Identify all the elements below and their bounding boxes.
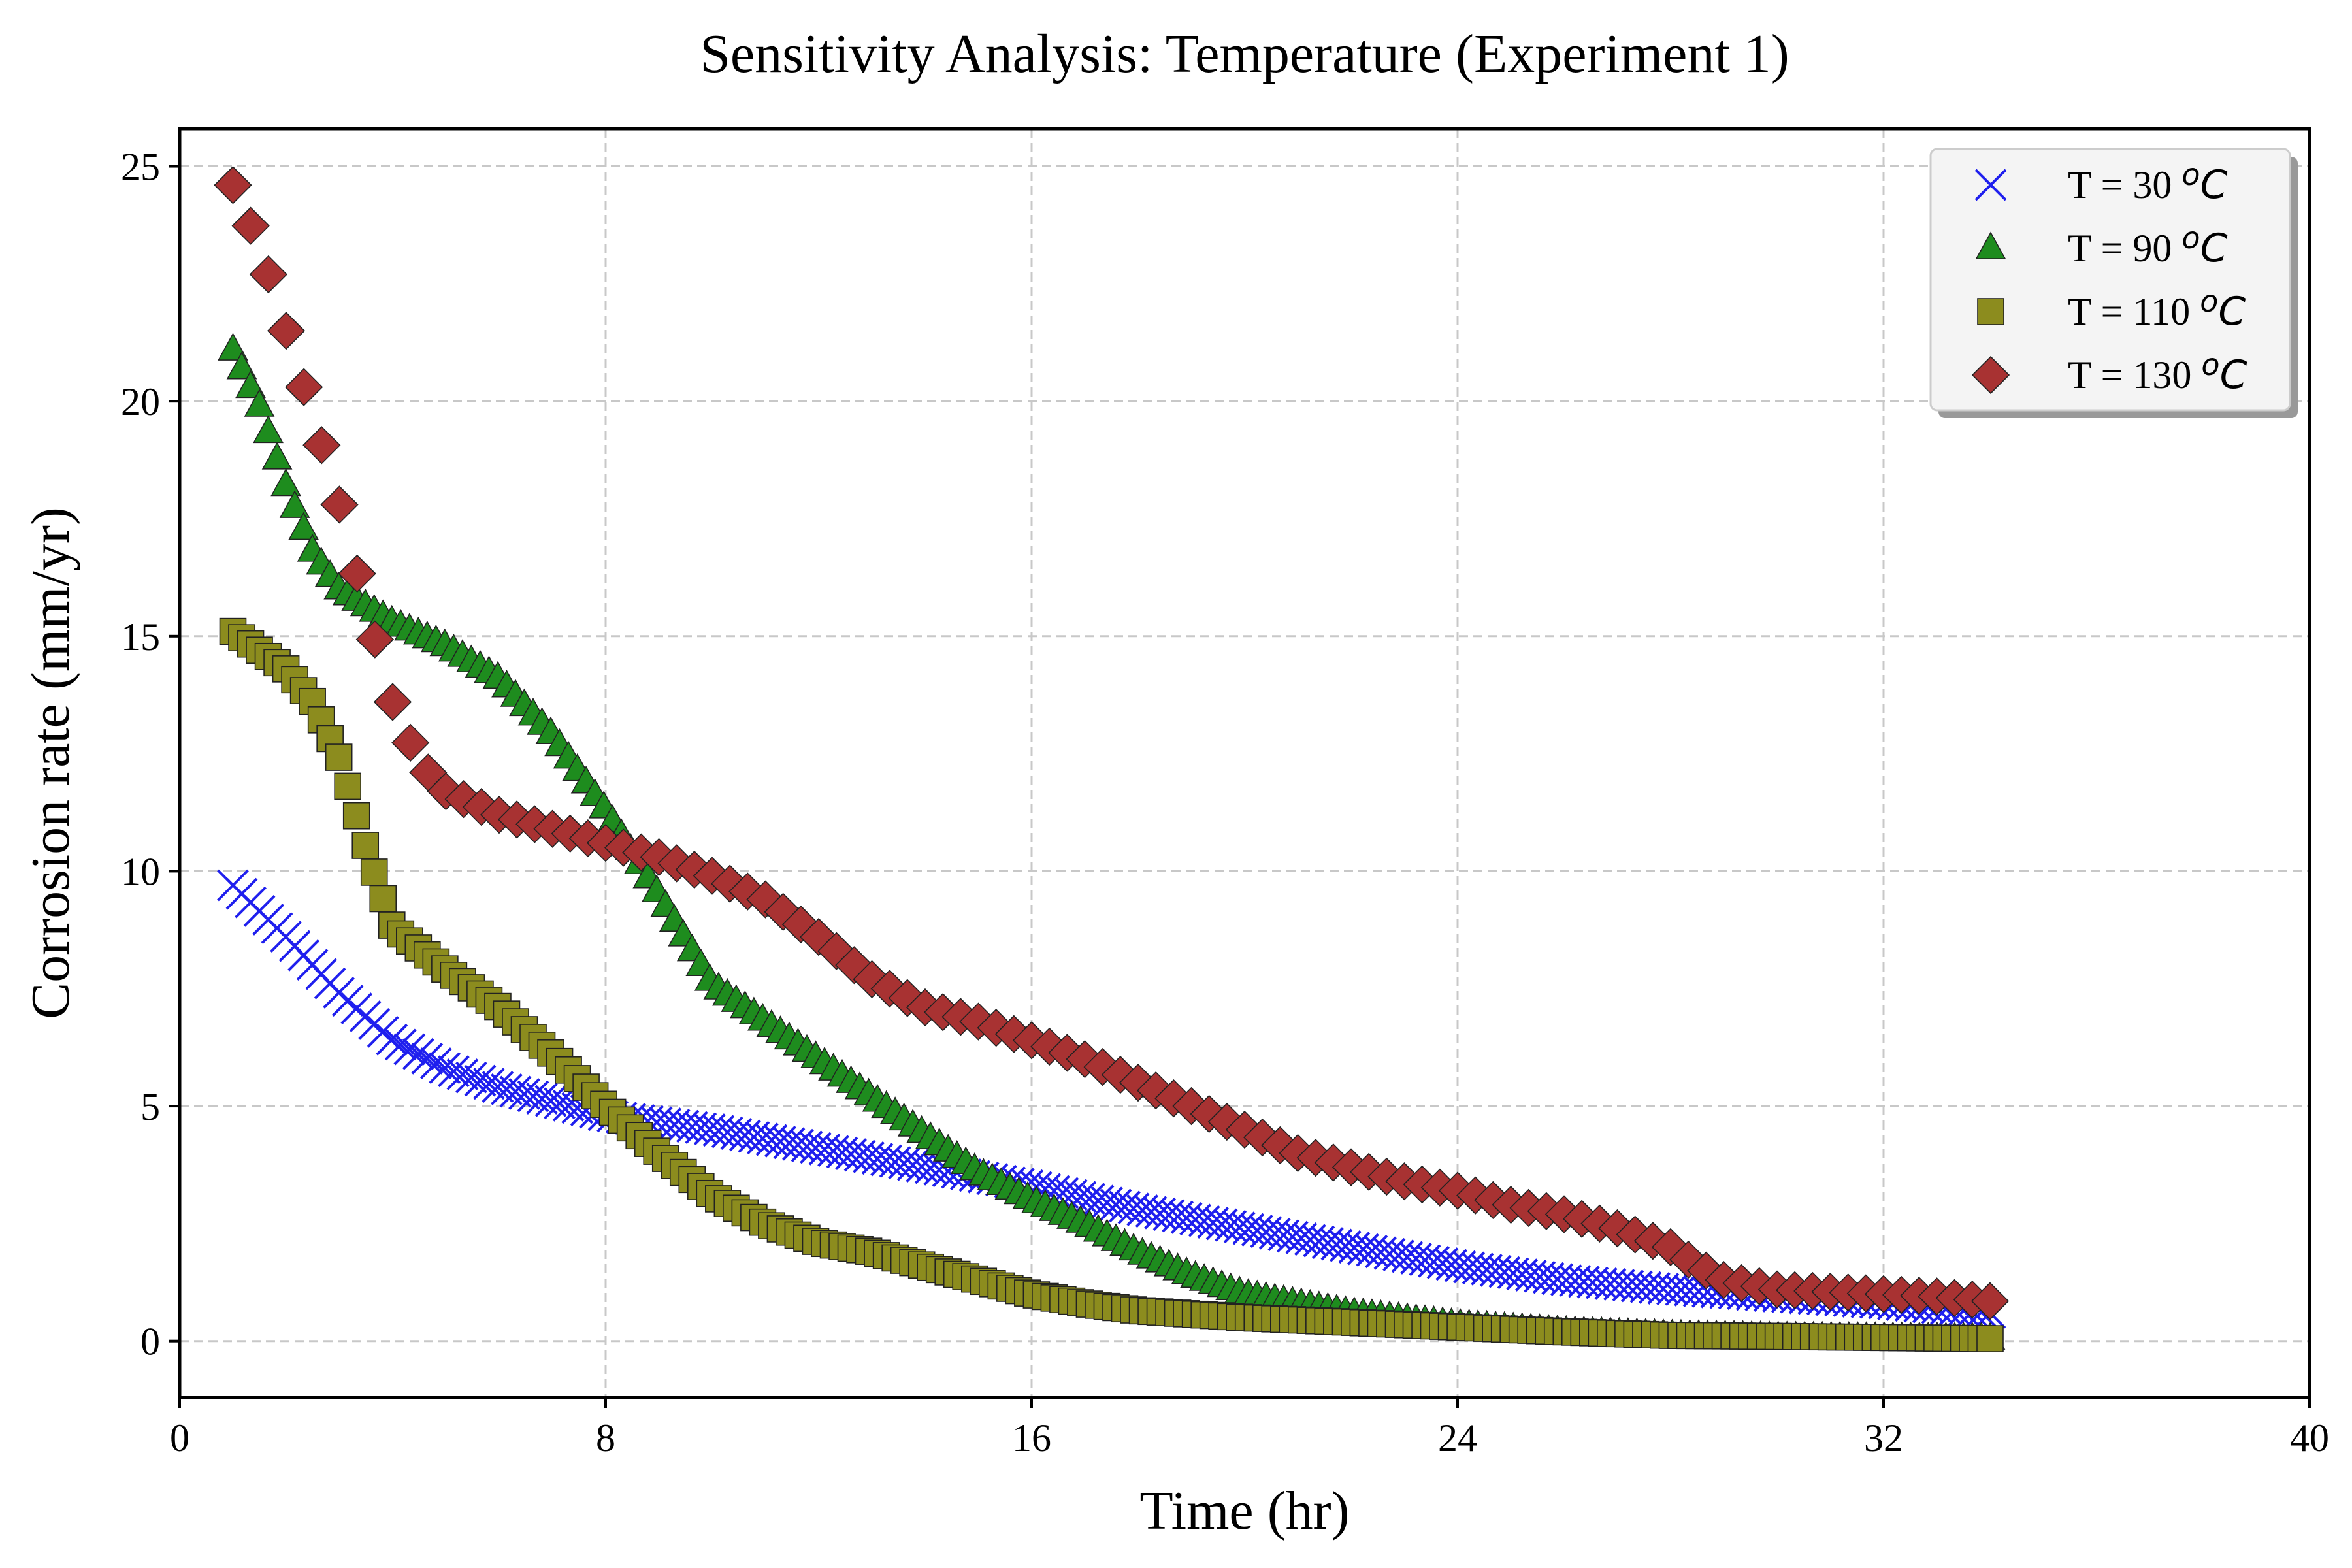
legend-marker (1975, 231, 2006, 259)
axis-ticks: 0 8 16 24 32 40 0 5 10 15 20 25 (121, 146, 2329, 1460)
data-point (226, 351, 257, 380)
data-point (391, 723, 430, 762)
data-point (355, 620, 394, 659)
y-tick-label: 20 (121, 380, 160, 423)
data-point (534, 1085, 567, 1117)
series-3 (214, 166, 2010, 1320)
data-point (231, 206, 270, 245)
data-point (334, 772, 361, 800)
x-tick-label: 32 (1864, 1416, 1903, 1460)
data-point (473, 1068, 505, 1100)
y-tick-label: 25 (121, 146, 160, 189)
plot-frame (178, 127, 2311, 1399)
data-point (253, 415, 284, 444)
data-point (411, 1042, 444, 1075)
y-axis-label: Corrosion rate (mm/yr) (20, 507, 81, 1019)
data-point (214, 166, 252, 204)
data-point (455, 1061, 487, 1094)
data-point (325, 743, 353, 771)
x-axis-label: Time (hr) (1139, 1480, 1349, 1541)
data-point (1976, 1325, 2004, 1352)
data-point (437, 1055, 470, 1088)
data-point (393, 1033, 426, 1066)
data-point (360, 858, 388, 886)
data-series (214, 166, 2010, 1352)
data-point (279, 490, 310, 518)
data-point (464, 1064, 497, 1097)
data-point (288, 512, 319, 540)
x-tick-label: 24 (1438, 1416, 1477, 1460)
data-point (373, 683, 412, 721)
x-tick-label: 40 (2290, 1416, 2329, 1460)
chart-title: Sensitivity Analysis: Temperature (Exper… (700, 24, 1789, 84)
data-point (482, 1071, 514, 1103)
x-tick-label: 16 (1012, 1416, 1051, 1460)
data-point (244, 389, 275, 417)
legend-label: T = 110 oC (2068, 284, 2246, 335)
data-point (384, 1028, 417, 1061)
data-point (270, 468, 301, 497)
data-point (369, 885, 397, 913)
data-point (491, 1073, 523, 1105)
data-point (249, 255, 287, 294)
legend-marker (1977, 298, 2004, 325)
y-tick-label: 10 (121, 850, 160, 893)
data-point (419, 1047, 452, 1079)
legend-label: T = 130 oC (2068, 347, 2247, 398)
legend-label: T = 90 oC (2068, 220, 2228, 271)
x-tick-label: 8 (596, 1416, 615, 1460)
data-point (235, 370, 266, 399)
x-tick-label: 0 (170, 1416, 189, 1460)
legend-marker (1971, 355, 2010, 395)
data-point (517, 1080, 549, 1113)
y-tick-label: 5 (140, 1085, 160, 1128)
legend: T = 30 oC T = 90 oC T = 110 oC T = 130 oC (1929, 148, 2298, 418)
data-point (218, 333, 248, 361)
data-point (302, 426, 341, 465)
data-point (261, 442, 293, 470)
data-point (446, 1058, 479, 1090)
data-point (402, 1037, 434, 1070)
data-point (285, 368, 323, 406)
y-tick-label: 0 (140, 1320, 160, 1364)
data-point (267, 312, 306, 350)
legend-label: T = 30 oC (2068, 157, 2228, 208)
legend-marker (1974, 169, 2007, 201)
data-point (499, 1075, 532, 1108)
data-point (376, 1023, 408, 1056)
series-0 (217, 869, 2006, 1329)
data-point (526, 1083, 558, 1115)
legend-box (1929, 148, 2291, 412)
data-point (1970, 1282, 2010, 1320)
data-point (508, 1078, 540, 1110)
y-tick-label: 15 (121, 615, 160, 659)
data-point (338, 554, 376, 593)
data-point (429, 1052, 461, 1085)
data-point (351, 832, 380, 859)
data-point (342, 802, 370, 830)
series-2 (219, 617, 2004, 1352)
data-point (320, 485, 359, 524)
data-point (544, 1087, 576, 1120)
